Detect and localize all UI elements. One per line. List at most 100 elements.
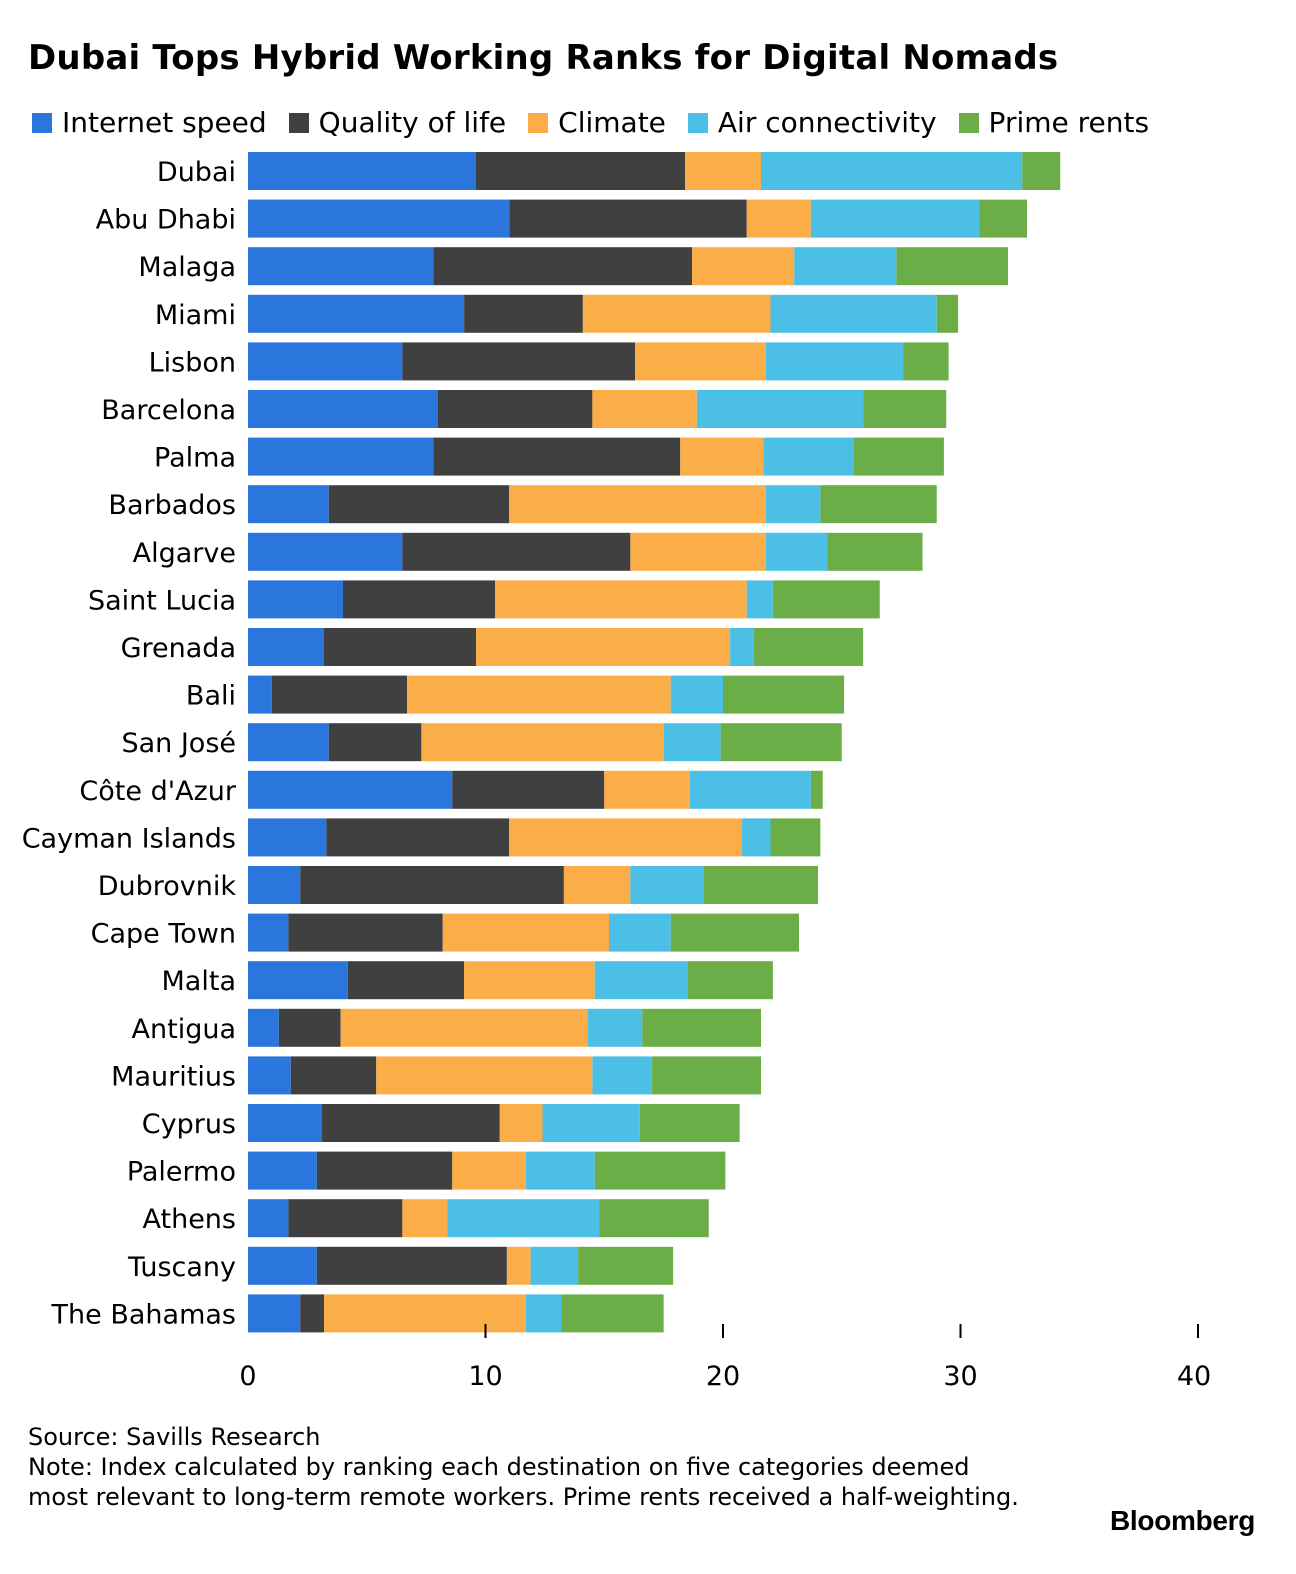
legend-item-internet-speed: Internet speed [32,106,267,139]
category-label-athens: Athens [143,1204,237,1235]
category-label-tuscany: Tuscany [127,1252,236,1283]
bar-palermo-air-connectivity [525,1151,595,1190]
bar-cape-town-prime-rents [670,913,799,952]
bar-bali-air-connectivity [670,675,723,714]
category-label-antigua: Antigua [132,1014,236,1045]
bar-grenada-prime-rents [753,628,864,666]
category-label-cape-town: Cape Town [91,919,236,950]
category-label-grenada: Grenada [121,633,236,664]
x-tick-label-10: 10 [468,1361,502,1392]
category-label-dubrovnik: Dubrovnik [98,871,237,902]
legend-swatch [958,112,979,133]
bar-lisbon-prime-rents [903,342,949,381]
bar-athens-prime-rents [599,1199,709,1238]
bar-cape-town-air-connectivity [609,913,671,952]
bar-malta-prime-rents [687,961,773,1000]
legend-swatch [288,112,309,133]
bar-algarve-prime-rents [827,532,923,571]
bar-cayman-islands-prime-rents [770,818,821,857]
x-tick-label-20: 20 [706,1361,740,1392]
bar-malaga-internet-speed [248,247,434,286]
bar-cayman-islands-internet-speed [248,818,327,857]
bar-miami-air-connectivity [770,294,937,333]
bar-cote-d-azur-air-connectivity [689,770,811,809]
bar-miami-prime-rents [936,294,959,333]
bar-cote-d-azur-climate [604,770,690,809]
bar-saint-lucia-climate [495,580,747,619]
bar-bali-climate [407,675,671,714]
bar-malaga-prime-rents [896,247,1008,286]
bar-saint-lucia-quality-of-life [343,580,495,619]
bar-barcelona-quality-of-life [438,390,593,428]
category-label-cote-d-azur: Côte d'Azur [79,776,236,807]
legend-swatch [687,112,708,133]
bar-barbados-climate [509,485,766,524]
bar-lisbon-climate [635,342,766,381]
bar-cyprus-prime-rents [639,1104,740,1142]
category-label-lisbon: Lisbon [149,347,236,378]
footer: Source: Savills Research Note: Index cal… [28,1422,1028,1512]
bar-cyprus-air-connectivity [542,1104,640,1142]
bar-malaga-air-connectivity [794,247,897,286]
bar-mauritius-air-connectivity [592,1056,652,1095]
bar-algarve-internet-speed [248,532,403,571]
bar-palma-internet-speed [248,437,434,476]
bar-athens-quality-of-life [288,1199,403,1238]
category-label-palermo: Palermo [127,1157,236,1188]
bar-grenada-climate [476,628,731,666]
category-label-malta: Malta [162,966,236,997]
legend-swatch [528,112,549,133]
bar-lisbon-quality-of-life [402,342,636,381]
bar-cayman-islands-quality-of-life [326,818,510,857]
bar-cote-d-azur-internet-speed [248,770,453,809]
bar-antigua-internet-speed [248,1008,279,1047]
bar-dubai-climate [685,152,761,190]
category-label-malaga: Malaga [138,252,236,283]
category-label-the-bahamas: The Bahamas [51,1299,236,1330]
bar-tuscany-internet-speed [248,1246,317,1285]
category-label-dubai: Dubai [157,157,236,188]
legend-item-quality-of-life: Quality of life [288,106,506,139]
bar-palermo-prime-rents [594,1151,726,1190]
category-label-miami: Miami [155,300,236,331]
category-label-abu-dhabi: Abu Dhabi [96,205,236,236]
category-label-san-jose: San José [121,728,236,759]
bar-mauritius-climate [376,1056,593,1095]
category-label-barbados: Barbados [108,490,236,521]
category-label-cyprus: Cyprus [142,1109,236,1140]
category-label-barcelona: Barcelona [101,395,236,426]
bar-abu-dhabi-climate [746,199,811,238]
bar-saint-lucia-air-connectivity [746,580,773,619]
legend-item-air-connectivity: Air connectivity [687,106,937,139]
bar-antigua-climate [340,1008,588,1047]
bar-grenada-internet-speed [248,628,324,666]
bar-dubai-quality-of-life [476,152,685,190]
bar-athens-internet-speed [248,1199,289,1238]
bar-tuscany-air-connectivity [530,1246,579,1285]
bar-bali-internet-speed [248,675,272,714]
bar-dubrovnik-prime-rents [704,866,818,904]
x-tick-label-40: 40 [1177,1361,1211,1392]
bar-miami-internet-speed [248,294,465,333]
bloomberg-logo: Bloomberg [1110,1505,1256,1536]
bar-barcelona-internet-speed [248,390,438,428]
category-label-cayman-islands: Cayman Islands [22,823,236,854]
bar-bali-prime-rents [723,675,845,714]
source-text: Source: Savills Research [28,1423,321,1451]
bar-grenada-air-connectivity [730,628,754,666]
chart-title: Dubai Tops Hybrid Working Ranks for Digi… [28,38,1059,78]
bar-mauritius-internet-speed [248,1056,291,1095]
legend-label: Internet speed [62,106,267,139]
bar-cote-d-azur-quality-of-life [452,770,605,809]
category-label-saint-lucia: Saint Lucia [88,585,236,616]
bar-the-bahamas-internet-speed [248,1294,301,1333]
bar-barcelona-air-connectivity [696,390,864,428]
bar-tuscany-prime-rents [578,1246,674,1285]
bar-cote-d-azur-prime-rents [810,770,823,809]
bar-barbados-air-connectivity [765,485,821,524]
bar-cape-town-quality-of-life [288,913,443,952]
bar-cape-town-climate [442,913,609,952]
bar-dubrovnik-internet-speed [248,866,301,904]
bar-san-jose-internet-speed [248,723,329,762]
bar-dubai-prime-rents [1022,152,1061,190]
